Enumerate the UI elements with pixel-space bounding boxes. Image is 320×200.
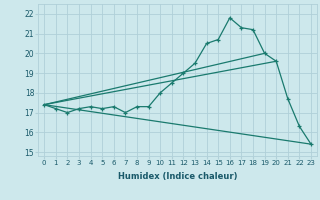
X-axis label: Humidex (Indice chaleur): Humidex (Indice chaleur) bbox=[118, 172, 237, 181]
